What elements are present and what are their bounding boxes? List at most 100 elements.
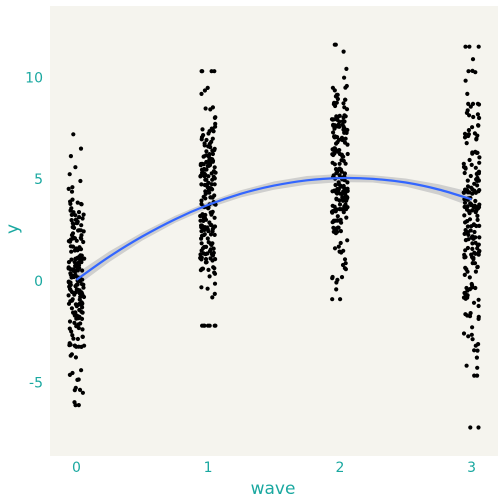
data-point [331,130,336,135]
data-point [80,334,85,339]
data-point [473,285,478,291]
data-point [342,75,347,80]
data-point [72,260,77,265]
data-point [208,247,213,252]
data-point [199,285,204,290]
data-point [462,213,467,218]
data-point [463,220,468,225]
x-axis-title: wave [251,479,296,499]
data-point [475,365,480,370]
data-point [203,189,208,194]
data-point [467,211,472,216]
data-point [469,162,474,167]
data-point [342,140,348,145]
data-point [204,177,209,182]
data-point [77,314,82,319]
data-point [342,119,347,124]
data-point [69,289,75,295]
data-point [464,110,469,115]
data-point [208,195,213,200]
data-point [76,403,81,408]
data-point [335,92,340,97]
data-point [210,253,216,258]
data-point [462,290,467,296]
data-point [466,128,471,133]
data-point [473,343,478,348]
data-point [73,355,78,360]
data-point [68,353,73,358]
data-point [476,425,481,430]
data-point [463,296,468,301]
data-point [78,247,84,252]
data-point [331,152,336,158]
data-point [338,184,343,189]
data-point [72,388,77,393]
data-point [470,241,475,246]
data-point [468,173,473,179]
data-point [466,232,471,237]
data-point [66,186,71,191]
data-point [339,158,344,163]
data-point [473,235,478,240]
data-point [476,297,481,302]
data-point [470,101,476,106]
data-point [344,215,349,220]
data-point [206,267,211,272]
data-point [462,231,467,236]
data-point [79,260,84,265]
data-point [205,286,210,291]
data-point [199,137,204,142]
data-point [477,248,482,254]
data-point [210,105,215,110]
data-point [476,178,481,183]
y-tick-label: -5 [29,376,43,392]
data-point [463,205,468,210]
data-point [198,173,204,178]
data-point [213,121,218,126]
data-point [202,225,207,230]
data-point [199,91,204,96]
x-tick-label: 2 [335,460,344,476]
data-point [332,42,337,47]
data-point [476,123,481,128]
data-point [68,244,73,249]
y-axis-ticks: -5 0 5 10 [25,70,43,391]
data-point [79,233,84,238]
data-point [473,165,478,170]
data-point [212,291,217,296]
data-point [80,268,85,273]
data-point [68,154,73,159]
data-point [80,216,85,221]
data-point [469,332,474,337]
data-point [332,226,337,231]
data-point [337,161,342,166]
data-points [66,42,482,430]
data-point [335,96,340,102]
data-point [205,163,210,168]
data-point [206,240,211,245]
data-point [207,157,212,162]
data-point [463,44,468,49]
data-point [202,141,207,146]
data-point [201,194,206,199]
data-point [210,159,215,164]
data-point [470,208,475,213]
data-point [475,213,480,218]
data-point [70,333,75,338]
data-point [75,377,80,382]
data-point [464,141,469,146]
data-point [73,165,78,170]
data-point [332,126,337,131]
data-point [67,326,72,331]
data-point [342,171,347,176]
data-point [473,198,478,204]
data-point [71,235,76,240]
data-point [470,325,475,330]
data-point [469,203,474,208]
data-point [201,133,206,138]
data-point [472,348,477,353]
data-point [331,147,336,152]
data-point [343,188,348,193]
data-point [335,169,340,174]
data-point [72,313,77,318]
